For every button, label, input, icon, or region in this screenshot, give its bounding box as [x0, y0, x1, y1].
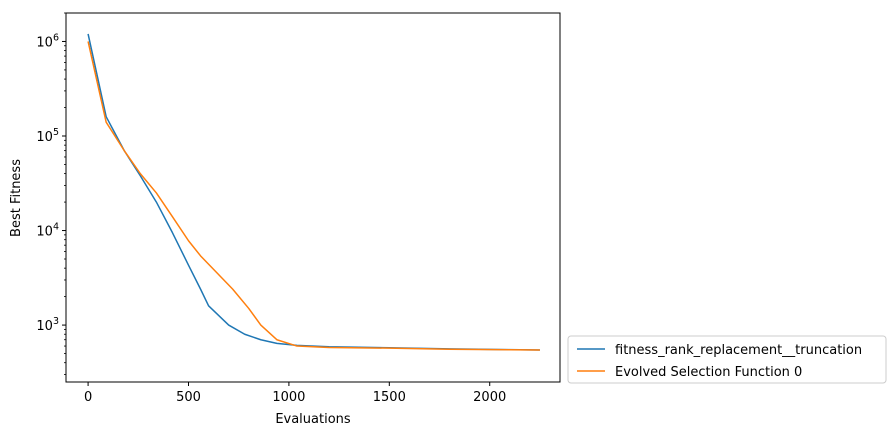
series-line-2 [87, 41, 540, 351]
y-tick-label: 106 [36, 32, 59, 50]
plot-area [87, 33, 540, 351]
y-axis-label: Best Fitness [9, 159, 24, 237]
x-axis-label: Evaluations [275, 412, 351, 427]
plot-frame [65, 12, 561, 383]
x-tick-label: 0 [84, 390, 92, 405]
y-axis: 103 104 105 106 [36, 12, 66, 375]
x-tick-label: 500 [176, 390, 201, 405]
legend-label-series-1: fitness_rank_replacement__truncation [615, 343, 862, 358]
legend-label-series-2: Evolved Selection Function 0 [615, 365, 802, 380]
x-tick-label: 1000 [272, 390, 305, 405]
legend: fitness_rank_replacement__truncation Evo… [567, 335, 887, 384]
x-tick-label: 1500 [373, 390, 406, 405]
y-tick-label: 104 [36, 222, 59, 240]
y-tick-label: 105 [36, 127, 59, 145]
y-tick-label: 103 [36, 316, 59, 334]
legend-box [567, 335, 887, 384]
x-tick-label: 2000 [473, 390, 506, 405]
x-axis: 0 500 1000 1500 2000 [84, 382, 506, 405]
